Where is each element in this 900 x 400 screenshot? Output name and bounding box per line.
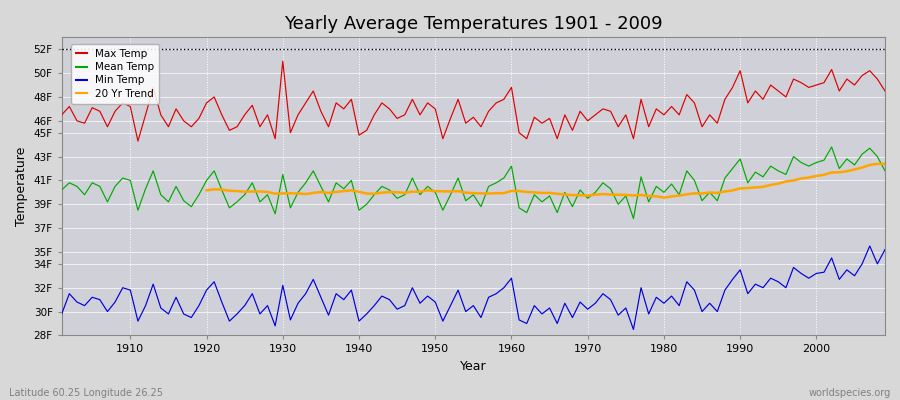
Text: Latitude 60.25 Longitude 26.25: Latitude 60.25 Longitude 26.25 [9, 388, 163, 398]
Title: Yearly Average Temperatures 1901 - 2009: Yearly Average Temperatures 1901 - 2009 [284, 15, 662, 33]
Legend: Max Temp, Mean Temp, Min Temp, 20 Yr Trend: Max Temp, Mean Temp, Min Temp, 20 Yr Tre… [71, 44, 159, 104]
X-axis label: Year: Year [460, 360, 487, 373]
Text: worldspecies.org: worldspecies.org [809, 388, 891, 398]
Y-axis label: Temperature: Temperature [15, 147, 28, 226]
